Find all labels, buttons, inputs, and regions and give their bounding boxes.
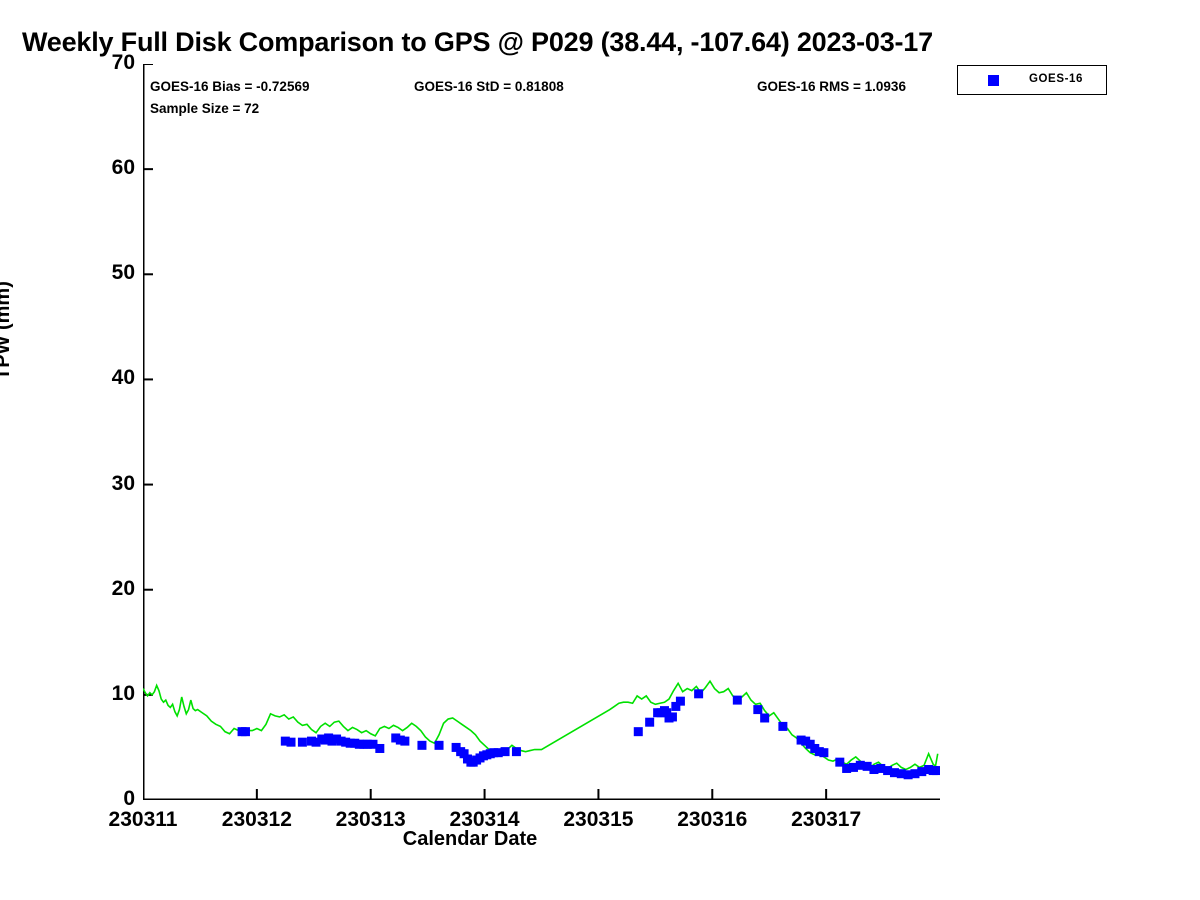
axis-frame [143, 64, 940, 800]
page-title: Weekly Full Disk Comparison to GPS @ P02… [22, 27, 933, 57]
legend[interactable]: GOES-16 [957, 65, 1107, 95]
x-tick-label: 230316 [677, 808, 748, 831]
stat-rms: GOES-16 RMS = 1.0936 [757, 79, 906, 94]
data-series [143, 679, 940, 780]
y-tick-label: 60 [111, 156, 135, 180]
y-tick-label: 50 [111, 261, 135, 285]
x-tick-label: 230312 [221, 808, 292, 831]
x-tick-label: 230311 [108, 808, 178, 831]
legend-marker-icon [988, 75, 999, 86]
y-tick-label: 0 [123, 787, 135, 810]
y-tick-label: 70 [111, 51, 135, 74]
legend-label: GOES-16 [1028, 73, 1084, 85]
y-tick-label: 20 [111, 576, 135, 600]
x-tick-label: 230317 [791, 808, 862, 831]
x-tick-label: 230313 [335, 808, 406, 831]
plot-canvas [143, 64, 940, 800]
x-tick-label: 230315 [563, 808, 634, 831]
plot-area [143, 64, 940, 800]
stat-sample-size: Sample Size = 72 [150, 101, 260, 116]
stat-std: GOES-16 StD = 0.81808 [414, 79, 564, 94]
y-tick-label: 10 [111, 681, 135, 705]
stat-bias: GOES-16 Bias = -0.72569 [150, 79, 310, 94]
y-tick-label: 40 [111, 366, 135, 390]
x-tick-label: 230314 [449, 808, 520, 831]
tick-marks [143, 64, 828, 800]
y-tick-label: 30 [111, 471, 135, 495]
x-axis-label: Calendar Date [402, 828, 538, 850]
y-axis-label: TPW (mm) [0, 281, 14, 380]
